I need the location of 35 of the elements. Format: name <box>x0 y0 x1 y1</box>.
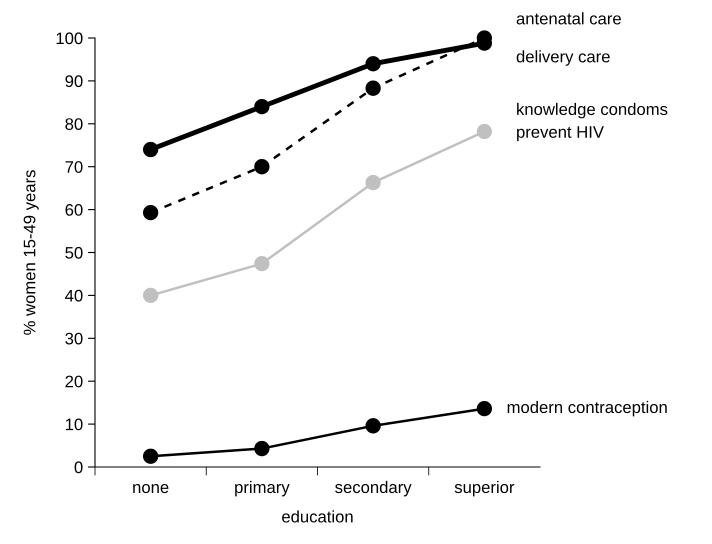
x-tick-label: primary <box>235 480 290 496</box>
y-tick-label: 40 <box>65 290 83 302</box>
y-tick-label: 60 <box>66 204 83 216</box>
x-tick-label: superior <box>454 480 514 496</box>
series-label: knowledge condoms prevent HIV <box>517 102 668 142</box>
y-tick-label: 0 <box>74 461 83 474</box>
y-tick-label: 100 <box>56 32 83 44</box>
point <box>142 448 158 464</box>
point <box>142 142 158 158</box>
y-axis-title: % women 15-49 years <box>24 170 39 335</box>
series-label: modern contraception <box>508 400 667 416</box>
point <box>254 99 270 114</box>
y-tick-label: 10 <box>66 418 83 430</box>
x-tick-label: secondary <box>335 480 412 496</box>
series-label: antenatal care <box>516 12 621 24</box>
y-tick-label: 50 <box>65 246 83 259</box>
point <box>254 159 270 174</box>
point <box>254 440 270 456</box>
point <box>142 288 158 304</box>
point <box>365 174 381 190</box>
point <box>365 418 381 434</box>
y-tick-label: 30 <box>65 332 83 345</box>
y-tick-label: 80 <box>65 118 83 130</box>
point <box>365 56 381 72</box>
point <box>476 401 492 416</box>
point <box>254 256 270 272</box>
point <box>365 80 381 96</box>
y-tick-label: 90 <box>65 75 83 88</box>
y-tick-label: 20 <box>65 376 83 388</box>
series-label: delivery care <box>516 50 610 66</box>
point <box>476 124 492 140</box>
point <box>142 204 158 220</box>
x-tick-label: none <box>133 484 168 494</box>
y-tick-label: 70 <box>66 161 83 173</box>
x-axis-title: education <box>282 510 353 523</box>
